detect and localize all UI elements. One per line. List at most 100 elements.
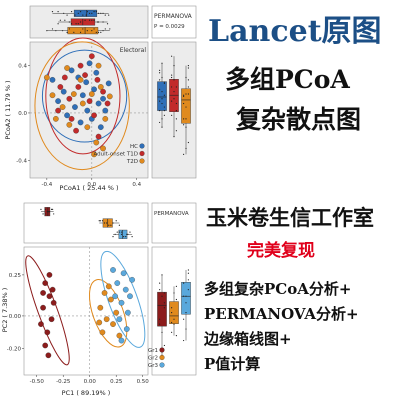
top-box-jitter [46, 30, 48, 32]
point-hc [86, 60, 93, 67]
point-t2d [95, 62, 102, 69]
legend-label: T2D [126, 159, 138, 165]
top-box-jitter [57, 23, 59, 25]
point-t2d [59, 104, 66, 110]
point-hc [72, 104, 78, 110]
point-hc [64, 112, 70, 119]
top-box-jitter [104, 28, 106, 30]
point-hc [100, 95, 106, 102]
right-marginal-boxplots [157, 55, 191, 155]
point-hc [49, 76, 56, 83]
permanova-box [151, 202, 197, 244]
point-hc [77, 119, 84, 126]
top-box-jitter [109, 28, 111, 30]
top-box-jitter [114, 233, 116, 235]
top-box-jitter [91, 30, 93, 32]
point-hc [105, 80, 112, 87]
legend-swatch [159, 347, 165, 353]
point-gr2 [96, 319, 103, 326]
top-box-jitter [103, 222, 106, 224]
top-box-gr3 [118, 229, 128, 239]
point-hc [97, 124, 104, 130]
point-hc [60, 88, 67, 95]
point-gr1 [45, 352, 52, 359]
point-t2d [79, 100, 86, 107]
right-box-jitter [185, 93, 187, 95]
top-box-jitter [93, 10, 95, 13]
x-tick-label: -0.25 [56, 379, 71, 385]
legend-swatch [159, 362, 165, 368]
point-gr2 [101, 290, 108, 296]
point-t2d [100, 145, 106, 152]
top-box-jitter [50, 208, 53, 210]
right-box-jitter [175, 130, 177, 132]
right-box-jitter [187, 93, 189, 95]
top-box-jitter [42, 213, 44, 215]
top-box-jitter [64, 19, 66, 21]
right-box-jitter [161, 295, 163, 297]
ellipse-gr2 [88, 279, 128, 348]
point-gr2 [108, 296, 114, 303]
point-gr3 [110, 267, 116, 273]
permanova-pvalue: P = 0.0029 [154, 24, 185, 30]
right-box-jitter [185, 118, 187, 120]
point-gr3 [118, 337, 125, 344]
legend-swatch [159, 354, 165, 361]
top-box-jitter [86, 30, 88, 32]
top-box-jitter [55, 30, 57, 32]
top-box-jitter [112, 222, 114, 224]
top-box-jitter [70, 23, 73, 25]
top-box-jitter [77, 23, 79, 25]
right-box-gr2 [169, 301, 179, 324]
right-box-jitter [175, 102, 177, 105]
x-tick-label: 0.00 [84, 379, 97, 385]
point-t2d [102, 116, 109, 122]
right-box-jitter [183, 153, 185, 155]
right-box-jitter [183, 318, 185, 320]
top-box-jitter [116, 231, 118, 233]
point-gr1 [46, 272, 53, 278]
point-gr2 [110, 321, 116, 327]
top-box-jitter [100, 31, 102, 33]
y-tick-label: 0.4 [18, 64, 27, 70]
top-box-jitter [47, 211, 49, 213]
top-box-hc [73, 9, 98, 17]
scatter-layer [30, 37, 148, 178]
point-adult-onset-t1d [104, 100, 111, 107]
right-box-jitter [161, 331, 163, 333]
right-box-jitter [187, 67, 189, 69]
pcoa-panel-bottom: PERMANOVA -0.50 -0.25 0.00 0.25 0.50 0.25 0.00… [1, 202, 197, 397]
top-box-jitter [118, 224, 120, 226]
top-box-jitter [120, 231, 123, 233]
legend-label: Adult-onset T1D [93, 152, 138, 158]
point-t2d [64, 65, 70, 71]
y-tick-label: -0.20 [7, 347, 22, 353]
right-box-jitter [173, 65, 175, 67]
right-box-jitter [185, 126, 187, 128]
right-box-jitter [173, 91, 175, 93]
right-box-jitter [163, 307, 165, 309]
point-gr2 [97, 304, 104, 311]
top-box-jitter [118, 231, 120, 233]
top-box-jitter [102, 12, 104, 14]
right-box-jitter [161, 76, 163, 79]
x-tick-label: 0.50 [137, 379, 150, 385]
top-box-jitter [95, 10, 97, 13]
point-adult-onset-t1d [100, 88, 106, 95]
point-gr1 [48, 316, 55, 323]
top-box-jitter [74, 14, 76, 16]
right-box-jitter [183, 118, 185, 120]
point-hc [55, 98, 61, 104]
point-adult-onset-t1d [55, 107, 61, 114]
right-box-jitter [163, 82, 165, 84]
top-box-jitter [129, 231, 131, 233]
point-t2d [77, 76, 84, 83]
right-box-jitter [187, 65, 189, 67]
legend-label: Gr3 [148, 363, 159, 369]
right-box-jitter [171, 55, 173, 57]
promo-line2: 复杂散点图 [236, 105, 362, 134]
point-gr1 [46, 293, 53, 300]
top-box-jitter [66, 14, 68, 16]
point-adult-onset-t1d [86, 98, 93, 104]
